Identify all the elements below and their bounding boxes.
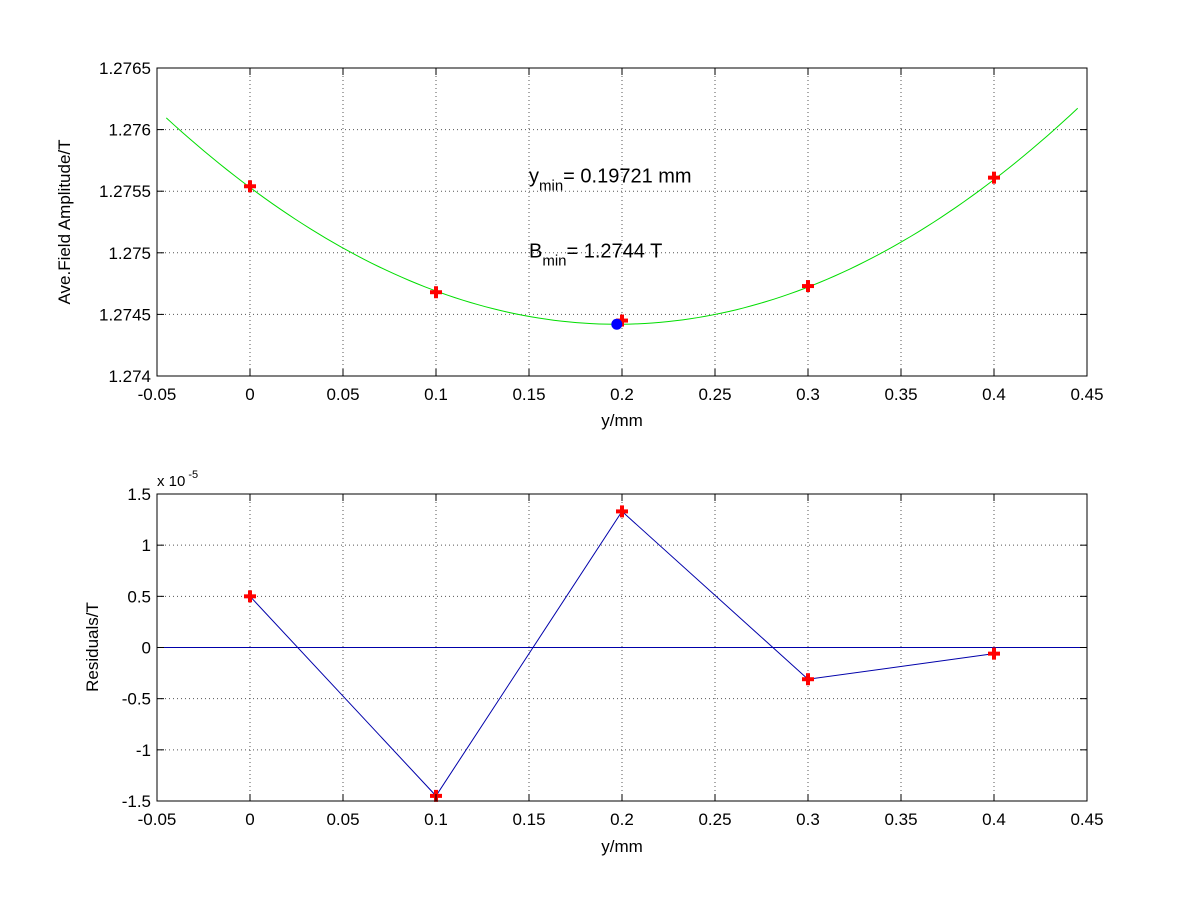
annotation-symbol: B <box>529 241 542 263</box>
fit-data-point <box>430 286 442 299</box>
residuals-x-tick-label: -0.05 <box>138 810 177 829</box>
annotation-subscript: min <box>539 178 563 195</box>
residuals-y-tick-label: 1.5 <box>127 485 151 504</box>
fit-y-tick-label: 1.275 <box>108 244 151 263</box>
fit-x-tick-label: 0.45 <box>1070 385 1103 404</box>
residuals-marks <box>157 505 1087 802</box>
residuals-residual-point <box>244 590 256 603</box>
residuals-ticks: -0.05 0 0.05 0.1 0.15 0.2 0.25 0.3 0.35 0.4 0.45 -1… <box>122 485 1104 829</box>
fit-y-tick-label: 1.276 <box>108 121 151 140</box>
residuals-x-tick-label: 0.25 <box>698 810 731 829</box>
residuals-y-multiplier-exponent: -5 <box>188 469 198 481</box>
residuals-y-axis-label: Residuals/T <box>83 602 102 692</box>
fit-data-point <box>244 180 256 193</box>
residuals-y-tick-label: -1 <box>136 741 151 760</box>
fit-x-axis-label: y/mm <box>601 411 643 430</box>
residuals-x-axis-label: y/mm <box>601 837 643 856</box>
residuals-residual-point <box>988 647 1000 660</box>
fit-annotation-ymin: ymin= 0.19721 mm <box>529 166 692 195</box>
fit-x-tick-label: 0.2 <box>610 385 634 404</box>
fit-y-tick-label: 1.2765 <box>99 59 151 78</box>
residuals-x-tick-label: 0.05 <box>326 810 359 829</box>
residuals-x-tick-label: 0.1 <box>424 810 448 829</box>
fit-marks <box>165 107 1079 330</box>
fit-x-tick-label: 0.15 <box>512 385 545 404</box>
fit-minimum-point <box>611 318 623 330</box>
residuals-x-tick-label: 0.3 <box>796 810 820 829</box>
residuals-y-tick-label: -1.5 <box>122 792 151 811</box>
residuals-x-tick-label: 0 <box>245 810 254 829</box>
fit-x-tick-label: 0.4 <box>982 385 1006 404</box>
annotation-value: = 1.2744 T <box>567 241 663 263</box>
residuals-y-tick-label: 1 <box>142 536 151 555</box>
residuals-y-tick-label: 0.5 <box>127 587 151 606</box>
residuals-x-tick-label: 0.4 <box>982 810 1006 829</box>
residuals-y-tick-label: -0.5 <box>122 690 151 709</box>
fit-annotation-bmin: Bmin= 1.2744 T <box>529 241 662 270</box>
residuals-residual-point <box>802 673 814 686</box>
fit-y-axis-label: Ave.Field Amplitude/T <box>55 139 74 304</box>
annotation-subscript: min <box>542 253 566 270</box>
fit-data-point <box>988 171 1000 184</box>
residuals-panel: -0.05 0 0.05 0.1 0.15 0.2 0.25 0.3 0.35 0.4 0.45 -1… <box>83 469 1104 856</box>
residuals-x-tick-label: 0.35 <box>884 810 917 829</box>
fit-ticks: -0.05 0 0.05 0.1 0.15 0.2 0.25 0.3 0.35 0.4 0.45 1.… <box>99 59 1104 404</box>
fit-data-point <box>802 280 814 293</box>
residuals-x-tick-label: 0.2 <box>610 810 634 829</box>
annotation-value: = 0.19721 mm <box>563 166 691 188</box>
fit-panel: -0.05 0 0.05 0.1 0.15 0.2 0.25 0.3 0.35 0.4 0.45 1.… <box>55 59 1104 430</box>
residuals-y-multiplier: x 10 -5 <box>157 469 198 490</box>
fit-x-tick-label: 0.3 <box>796 385 820 404</box>
fit-x-tick-label: 0.05 <box>326 385 359 404</box>
fit-y-tick-label: 1.2755 <box>99 182 151 201</box>
annotation-symbol: y <box>529 166 539 188</box>
fit-x-tick-label: 0.35 <box>884 385 917 404</box>
fit-x-tick-label: 0 <box>245 385 254 404</box>
fit-y-tick-label: 1.2745 <box>99 305 151 324</box>
residuals-x-tick-label: 0.15 <box>512 810 545 829</box>
fit-plot-area <box>157 68 1087 376</box>
residuals-y-tick-label: 0 <box>142 639 151 658</box>
residuals-x-tick-label: 0.45 <box>1070 810 1103 829</box>
residuals-y-multiplier-base: x 10 <box>157 473 185 490</box>
fit-x-tick-label: -0.05 <box>138 385 177 404</box>
fit-y-tick-label: 1.274 <box>108 367 151 386</box>
fit-x-tick-label: 0.1 <box>424 385 448 404</box>
residuals-residual-point <box>616 505 628 518</box>
fit-x-tick-label: 0.25 <box>698 385 731 404</box>
